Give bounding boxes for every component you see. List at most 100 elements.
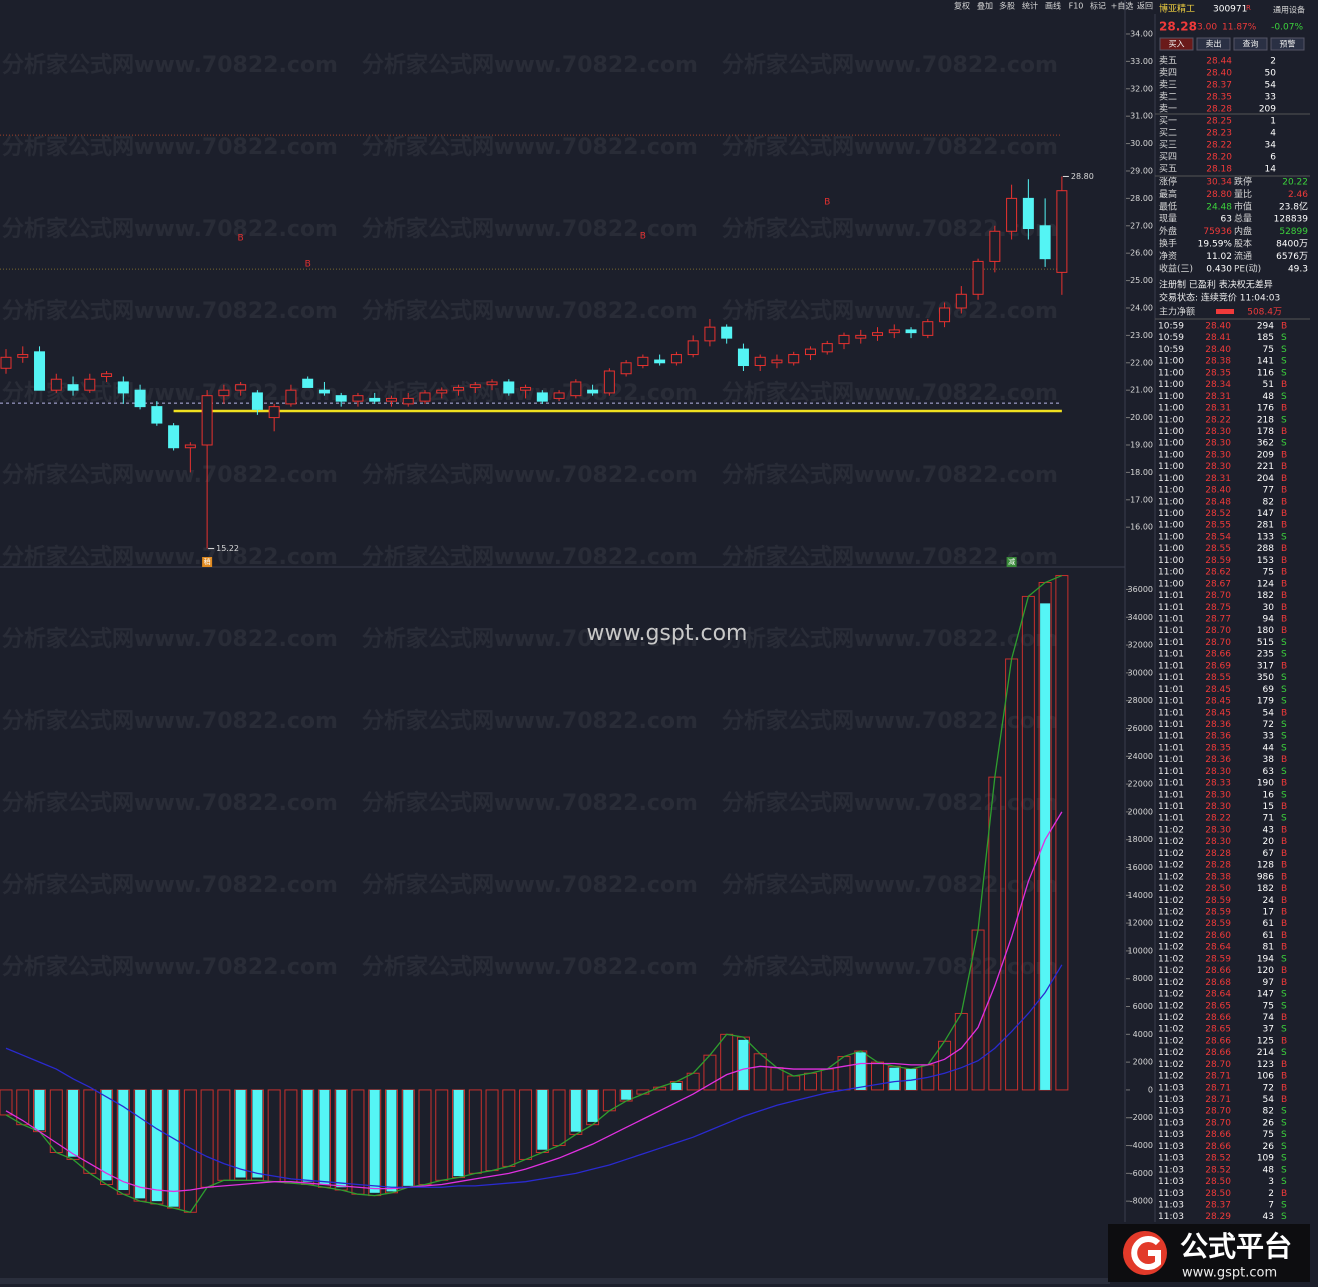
tick-time: 11:00 xyxy=(1158,380,1184,390)
candle-body xyxy=(821,343,833,353)
main-net-value: 508.4万 xyxy=(1247,308,1282,318)
book-volume: 1 xyxy=(1270,117,1276,127)
tick-side: B xyxy=(1281,486,1287,496)
tick-price: 28.30 xyxy=(1205,427,1231,437)
toolbar-button[interactable]: F10 xyxy=(1069,2,1084,11)
book-volume: 209 xyxy=(1259,105,1276,115)
toolbar-button[interactable]: 统计 xyxy=(1022,1,1038,11)
button[interactable]: 查询 xyxy=(1243,39,1259,49)
toolbar-button[interactable]: 叠加 xyxy=(977,1,993,11)
tick-time: 11:02 xyxy=(1158,978,1184,988)
tick-side: B xyxy=(1281,450,1287,460)
tick-volume: 72 xyxy=(1263,720,1274,730)
histogram-bar xyxy=(906,1069,917,1090)
tick-price: 28.22 xyxy=(1205,415,1231,425)
button-box[interactable] xyxy=(1159,37,1194,51)
tick-price: 28.70 xyxy=(1205,1060,1231,1070)
candle-body xyxy=(168,425,180,449)
histogram-bar xyxy=(738,1039,749,1090)
tick-volume: 75 xyxy=(1263,345,1274,355)
toolbar-button[interactable]: 画线 xyxy=(1045,1,1061,11)
tick-time: 11:03 xyxy=(1158,1142,1184,1152)
toolbar-button[interactable]: 标记 xyxy=(1090,1,1106,11)
tick-volume: 75 xyxy=(1263,1130,1274,1140)
tick-time: 11:00 xyxy=(1158,427,1184,437)
button-box[interactable] xyxy=(1270,37,1305,51)
tick-time: 11:00 xyxy=(1158,544,1184,554)
tick-volume: 204 xyxy=(1257,474,1274,484)
histogram-bar xyxy=(889,1067,900,1090)
y-tick-label: -4000 xyxy=(1130,1141,1153,1150)
tick-volume: 16 xyxy=(1263,790,1275,800)
tick-side: S xyxy=(1281,743,1287,753)
histogram-edge-line xyxy=(5,574,1063,1214)
button-box[interactable] xyxy=(1196,37,1231,51)
badge: 减 xyxy=(1008,557,1015,566)
tick-volume: 194 xyxy=(1257,954,1274,964)
button-box[interactable] xyxy=(1233,37,1268,51)
signal-marker: B xyxy=(824,197,830,207)
tick-time: 11:03 xyxy=(1158,1118,1184,1128)
tick-side: B xyxy=(1281,861,1287,871)
tick-side: B xyxy=(1281,919,1287,929)
logo-url: www.gspt.com xyxy=(1182,1266,1277,1281)
tick-time: 11:02 xyxy=(1158,943,1184,953)
tick-time: 11:01 xyxy=(1158,779,1184,789)
tick-time: 11:01 xyxy=(1158,732,1184,742)
toolbar-button[interactable]: 多股 xyxy=(999,1,1015,11)
button[interactable]: 买入 xyxy=(1169,40,1185,49)
stat-value: 28.80 xyxy=(1206,190,1232,200)
button[interactable]: 卖出 xyxy=(1206,39,1222,49)
stock-code: 300971 xyxy=(1213,5,1247,15)
book-label: 卖五 xyxy=(1159,56,1177,67)
tick-price: 28.30 xyxy=(1205,450,1231,460)
toolbar-button[interactable]: 复权 xyxy=(954,1,970,11)
tick-volume: 15 xyxy=(1263,802,1274,812)
tick-volume: 63 xyxy=(1263,767,1274,777)
tick-side: B xyxy=(1281,661,1287,671)
badge: 稍 xyxy=(204,557,211,566)
tick-price: 28.50 xyxy=(1205,1189,1231,1199)
candle-body xyxy=(771,359,783,364)
tick-volume: 141 xyxy=(1257,357,1274,367)
tick-side: S xyxy=(1281,650,1287,660)
book-label: 买三 xyxy=(1159,140,1177,151)
tick-volume: 214 xyxy=(1257,1048,1274,1058)
tick-time: 11:01 xyxy=(1158,790,1184,800)
toolbar-button[interactable]: 返回 xyxy=(1137,2,1153,11)
tick-side: S xyxy=(1281,1118,1287,1128)
button[interactable]: 预警 xyxy=(1280,39,1296,49)
tick-volume: 185 xyxy=(1257,333,1274,343)
watermark: 分析家公式网www.70822.com xyxy=(2,298,338,324)
tick-price: 28.29 xyxy=(1205,1212,1231,1222)
tick-side: B xyxy=(1281,943,1287,953)
tick-volume: 281 xyxy=(1257,521,1274,531)
tick-time: 11:03 xyxy=(1158,1130,1184,1140)
histogram-bar xyxy=(1040,603,1051,1090)
watermark: 分析家公式网www.70822.com xyxy=(2,544,338,570)
book-price: 28.20 xyxy=(1206,153,1232,163)
tick-volume: 128 xyxy=(1257,861,1274,871)
histogram-bar xyxy=(101,1089,112,1181)
candle-body xyxy=(888,329,900,334)
tick-time: 11:03 xyxy=(1158,1154,1184,1164)
tick-price: 28.34 xyxy=(1205,380,1231,390)
toolbar-button[interactable]: +自选 xyxy=(1111,1,1134,11)
tick-side: B xyxy=(1281,708,1287,718)
candle-body xyxy=(737,348,749,367)
watermark: 分析家公式网www.70822.com xyxy=(362,216,698,242)
tick-volume: 33 xyxy=(1263,732,1274,742)
tick-volume: 94 xyxy=(1263,615,1275,625)
candle-body xyxy=(0,356,12,369)
last-price: 28.28 xyxy=(1159,20,1197,34)
tick-side: S xyxy=(1281,333,1287,343)
tick-volume: 48 xyxy=(1263,392,1275,402)
stat-value: 63 xyxy=(1221,215,1232,225)
scrollbar xyxy=(0,1278,1110,1284)
tick-volume: 209 xyxy=(1257,450,1274,460)
tick-price: 28.60 xyxy=(1205,931,1231,941)
candle-body xyxy=(670,354,682,364)
tick-price: 28.66 xyxy=(1205,1142,1231,1152)
book-label: 买二 xyxy=(1159,128,1177,139)
